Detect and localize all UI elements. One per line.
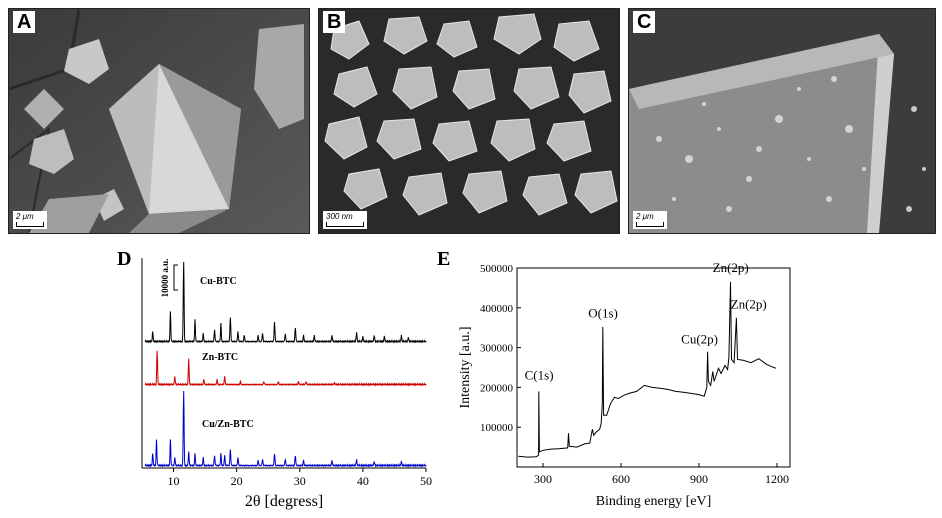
panel-label-e: E — [437, 248, 451, 270]
sem-image-b: B 300 nm — [318, 8, 620, 234]
scale-bar-b-label: 300 nm — [326, 212, 353, 221]
sem-image-a: A 2 μm — [8, 8, 310, 234]
xps-y-tick-label: 400000 — [480, 303, 514, 315]
scale-bar-b-line — [326, 222, 364, 227]
xrd-series-line — [144, 350, 427, 387]
xps-y-tick-label: 300000 — [480, 343, 514, 355]
scale-bar-c-line — [636, 222, 664, 227]
xps-peak-label: O(1s) — [588, 306, 618, 321]
xrd-series-line — [144, 390, 427, 468]
xrd-scale-bracket — [173, 264, 178, 291]
panel-label-d: D — [117, 248, 132, 270]
xps-y-tick-label: 100000 — [480, 422, 514, 434]
xrd-series-line — [144, 261, 427, 344]
xps-peak-label: C(1s) — [525, 367, 554, 382]
scale-bar-c: 2 μm — [633, 211, 667, 229]
xps-x-axis-label: Binding energy [eV] — [596, 494, 712, 509]
panel-label-b: B — [323, 11, 346, 33]
xps-series-line — [518, 281, 777, 458]
scale-bar-a: 2 μm — [13, 211, 47, 229]
xrd-plot: 10 20 30 40 50 2θ [degress] 10000 a.u. Cu-BTC Zn… — [141, 258, 432, 510]
scale-bar-a-line — [16, 222, 44, 227]
xrd-scale-label: 10000 a.u. — [160, 259, 170, 298]
sem-image-c-drawing — [629, 9, 935, 233]
xps-frame — [516, 267, 791, 468]
xrd-series-label: Cu-BTC — [200, 276, 237, 287]
scale-bar-b: 300 nm — [323, 211, 367, 229]
xps-plot: 300 600 900 1200 100000 200000 300000 400000 500… — [458, 260, 791, 509]
xrd-x-tick-label: 20 — [231, 474, 243, 488]
xps-x-tick-label: 1200 — [765, 472, 789, 486]
xps-x-tick-label: 600 — [612, 472, 630, 486]
xps-y-tick-label: 200000 — [480, 382, 514, 394]
panel-label-c: C — [633, 11, 656, 33]
sem-image-b-drawing — [319, 9, 619, 233]
xrd-series-label: Cu/Zn-BTC — [202, 419, 254, 430]
xps-y-tick-label: 500000 — [480, 263, 514, 275]
xps-peak-label: Zn(2p) — [731, 297, 767, 312]
scale-bar-c-label: 2 μm — [636, 212, 654, 221]
xps-x-tick-label: 900 — [690, 472, 708, 486]
xps-peak-label: Cu(2p) — [681, 332, 718, 347]
xps-y-axis-label: Intensity [a.u.] — [458, 326, 473, 408]
xrd-x-tick-label: 50 — [420, 474, 432, 488]
panel-label-a: A — [13, 11, 36, 33]
xrd-series-label: Zn-BTC — [202, 352, 238, 363]
scale-bar-a-label: 2 μm — [16, 212, 34, 221]
xrd-x-tick-label: 40 — [357, 474, 369, 488]
xrd-x-axis-label: 2θ [degress] — [245, 493, 323, 510]
xps-x-tick-label: 300 — [534, 472, 552, 486]
xps-peak-label: Zn(2p) — [713, 260, 749, 275]
xrd-x-tick-label: 30 — [294, 474, 306, 488]
sem-image-a-drawing — [9, 9, 309, 233]
sem-image-c: C 2 μm — [628, 8, 936, 234]
xrd-x-tick-label: 10 — [168, 474, 180, 488]
